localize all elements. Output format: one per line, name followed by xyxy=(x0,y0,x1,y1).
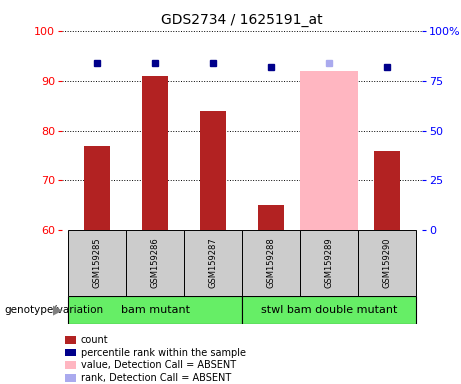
Text: bam mutant: bam mutant xyxy=(120,305,189,315)
Bar xyxy=(200,111,226,230)
Bar xyxy=(358,230,416,296)
Text: ▶: ▶ xyxy=(53,303,62,316)
Bar xyxy=(374,151,400,230)
Bar xyxy=(84,146,110,230)
Text: GSM159288: GSM159288 xyxy=(266,238,276,288)
Text: GSM159289: GSM159289 xyxy=(325,238,333,288)
Bar xyxy=(68,230,126,296)
Bar xyxy=(242,230,300,296)
Text: value, Detection Call = ABSENT: value, Detection Call = ABSENT xyxy=(81,360,236,370)
Bar xyxy=(258,205,284,230)
Text: GSM159285: GSM159285 xyxy=(93,238,101,288)
Bar xyxy=(242,296,416,324)
Bar xyxy=(300,71,358,230)
Text: percentile rank within the sample: percentile rank within the sample xyxy=(81,348,246,358)
Text: GSM159287: GSM159287 xyxy=(208,238,218,288)
Text: count: count xyxy=(81,335,108,345)
Text: genotype/variation: genotype/variation xyxy=(5,305,104,315)
Bar xyxy=(184,230,242,296)
Bar xyxy=(68,296,242,324)
Bar xyxy=(142,76,168,230)
Bar xyxy=(126,230,184,296)
Title: GDS2734 / 1625191_at: GDS2734 / 1625191_at xyxy=(161,13,323,27)
Bar xyxy=(300,230,358,296)
Text: rank, Detection Call = ABSENT: rank, Detection Call = ABSENT xyxy=(81,373,231,383)
Text: GSM159286: GSM159286 xyxy=(151,238,160,288)
Text: GSM159290: GSM159290 xyxy=(383,238,391,288)
Text: stwl bam double mutant: stwl bam double mutant xyxy=(261,305,397,315)
